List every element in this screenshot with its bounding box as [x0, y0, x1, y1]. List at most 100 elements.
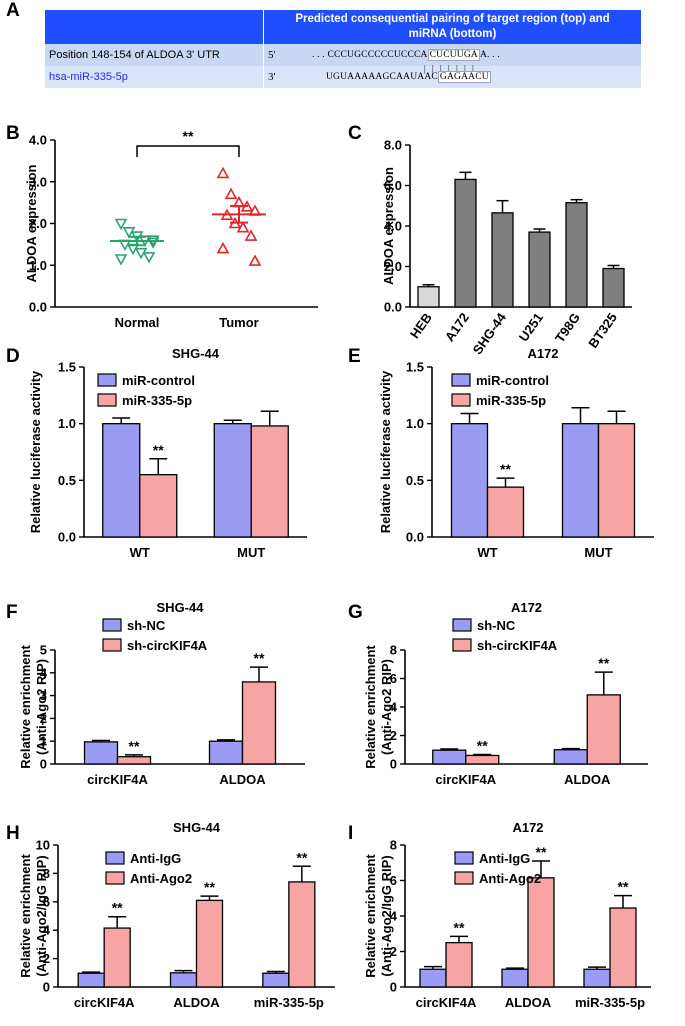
panel-g-x-tick-label: ALDOA	[564, 772, 611, 787]
panel-b-point	[114, 218, 128, 231]
panel-b-y-axis-label: ALDOA expression	[24, 164, 39, 282]
panel-h-y-tick-label: 2	[43, 951, 50, 966]
panel-e-legend-label: miR-control	[476, 373, 549, 388]
panel-h-y-tick-label: 10	[36, 838, 50, 853]
panel-letter-h: H	[6, 823, 20, 844]
panel-g-y-tick-label: 0	[390, 757, 397, 772]
panel-d-y-axis-label: Relative luciferase activity	[28, 370, 43, 533]
panel-f-bar	[208, 740, 244, 765]
panel-e-title: A172	[527, 346, 558, 361]
panel-e-x-tick-label: MUT	[584, 545, 612, 560]
panel-i-bar	[527, 877, 555, 988]
panel-h-y-tick-label: 8	[43, 866, 50, 881]
panel-i-bar	[609, 907, 637, 988]
panel-i-significance-label: **	[536, 844, 547, 860]
panel-letter-a: A	[6, 0, 20, 21]
panel-g-bar	[465, 754, 500, 765]
target-label: Position 148-154 of ALDOA 3' UTR	[45, 44, 264, 66]
panel-i-legend-swatch	[454, 871, 474, 885]
panel-letter-f: F	[6, 602, 18, 623]
panel-d-legend-swatch	[97, 373, 117, 387]
panel-i-bar	[445, 941, 473, 988]
panel-letter-b: B	[6, 123, 20, 144]
panel-e-y-tick-label: 0.5	[406, 473, 424, 488]
panel-letter-c: C	[348, 123, 362, 144]
panel-f-legend-label: sh-NC	[127, 618, 166, 633]
panel-h-bar	[262, 972, 290, 988]
panel-f-y-tick-label: 0	[40, 757, 47, 772]
panel-h-bar	[195, 899, 224, 988]
panel-h-x-tick-label: circKIF4A	[74, 995, 135, 1010]
panel-i-significance-label: **	[618, 879, 629, 895]
panel-f-y-tick-label: 2	[40, 711, 47, 726]
panel-i-bar	[583, 968, 611, 988]
panel-i-legend-label: Anti-Ago2	[479, 871, 541, 886]
panel-c-y-tick-label: 8.0	[384, 138, 402, 153]
panel-c-y-tick-label: 6.0	[384, 178, 402, 193]
panel-i-significance-label: **	[454, 919, 465, 935]
panel-c-bar	[565, 202, 588, 308]
mirna-sequence-cell: ||||||| 3' UGUAAAAAGCAAUAAC GAGAACU	[264, 65, 641, 88]
panel-f-legend-swatch	[102, 618, 122, 632]
panel-f-legend-label: sh-circKIF4A	[127, 638, 208, 653]
panel-f-y-tick-label: 1	[40, 734, 47, 749]
panel-d-legend-label: miR-335-5p	[122, 393, 192, 408]
panel-c-y-tick-label: 0.0	[384, 300, 402, 315]
panel-f-significance-label: **	[129, 738, 140, 754]
panel-letter-d: D	[6, 346, 20, 367]
panel-h-y-tick-label: 4	[43, 923, 51, 938]
panel-e-bar	[486, 486, 525, 538]
target-sequence: . . . CCCUGCCCCCUCCCA CUCUUGA A. . .	[312, 44, 500, 66]
header-empty-cell	[45, 10, 264, 44]
target-sequence-cell: 5' . . . CCCUGCCCCCUCCCA CUCUUGA A. . .	[264, 44, 641, 66]
panel-c-y-tick-label: 4.0	[384, 219, 402, 234]
table-row-mirna: hsa-miR-335-5p ||||||| 3' UGUAAAAAGCAAUA…	[45, 65, 641, 88]
target-prime: 5'	[268, 49, 276, 61]
panel-f-bar	[116, 756, 152, 765]
header-line-2: miRNA (bottom)	[408, 28, 497, 40]
panel-g-y-tick-label: 6	[390, 671, 397, 686]
panel-d-bar	[102, 423, 141, 538]
panel-letter-i: I	[348, 823, 354, 844]
panel-d-significance-label: **	[153, 442, 164, 458]
target-seed: CUCUUGA	[427, 49, 480, 61]
panel-e-x-tick-label: WT	[477, 545, 497, 560]
panel-i-x-tick-label: circKIF4A	[416, 995, 477, 1010]
panel-b-x-tick-label: Tumor	[219, 315, 258, 330]
panel-f-title: SHG-44	[157, 600, 205, 615]
panel-e-legend-label: miR-335-5p	[476, 393, 546, 408]
panel-h-y-axis-label: Relative enrichment	[18, 854, 33, 978]
panel-e-bar	[450, 423, 489, 538]
panel-g-legend-swatch	[452, 618, 472, 632]
panel-g-y-axis-label: Relative enrichment	[363, 645, 378, 769]
panel-b-x-tick-label: Normal	[115, 315, 160, 330]
panel-f-y-tick-label: 3	[40, 688, 47, 703]
target-seq-pre: . . . CCCUGCCCCCUCCCA	[312, 50, 428, 60]
panel-i-y-tick-label: 4	[390, 909, 398, 924]
panel-h-y-tick-label: 0	[43, 980, 50, 995]
panel-c-bar	[602, 267, 625, 308]
panel-c-x-tick-label: HEB	[407, 310, 435, 341]
panel-d-legend-swatch	[97, 393, 117, 407]
panel-d-y-tick-label: 0.5	[58, 473, 76, 488]
panel-e-bar	[597, 423, 636, 538]
panel-e-significance-label: **	[500, 461, 511, 477]
table-header: Predicted consequential pairing of targe…	[45, 10, 641, 44]
panel-i-title: A172	[512, 820, 543, 835]
panel-i-x-tick-label: ALDOA	[505, 995, 552, 1010]
panel-g-y-tick-label: 8	[390, 643, 397, 658]
mirna-seed: GAGAACU	[437, 71, 491, 83]
mirna-label: hsa-miR-335-5p	[45, 66, 264, 88]
panel-g-legend-swatch	[452, 638, 472, 652]
panel-h-y-axis-label-2: (Anti-Ago2/IgG RIP)	[34, 855, 49, 976]
panel-g-title: A172	[511, 600, 542, 615]
panel-d-bar	[139, 474, 178, 538]
panel-c-x-tick-label: U251	[516, 310, 546, 344]
panel-b-point	[248, 254, 262, 266]
panel-i-legend-swatch	[454, 851, 474, 865]
panel-b-point	[114, 254, 128, 266]
panel-c-bar	[491, 212, 514, 308]
panel-h-significance-label: **	[204, 879, 215, 895]
panel-g-legend-label: sh-NC	[477, 618, 516, 633]
